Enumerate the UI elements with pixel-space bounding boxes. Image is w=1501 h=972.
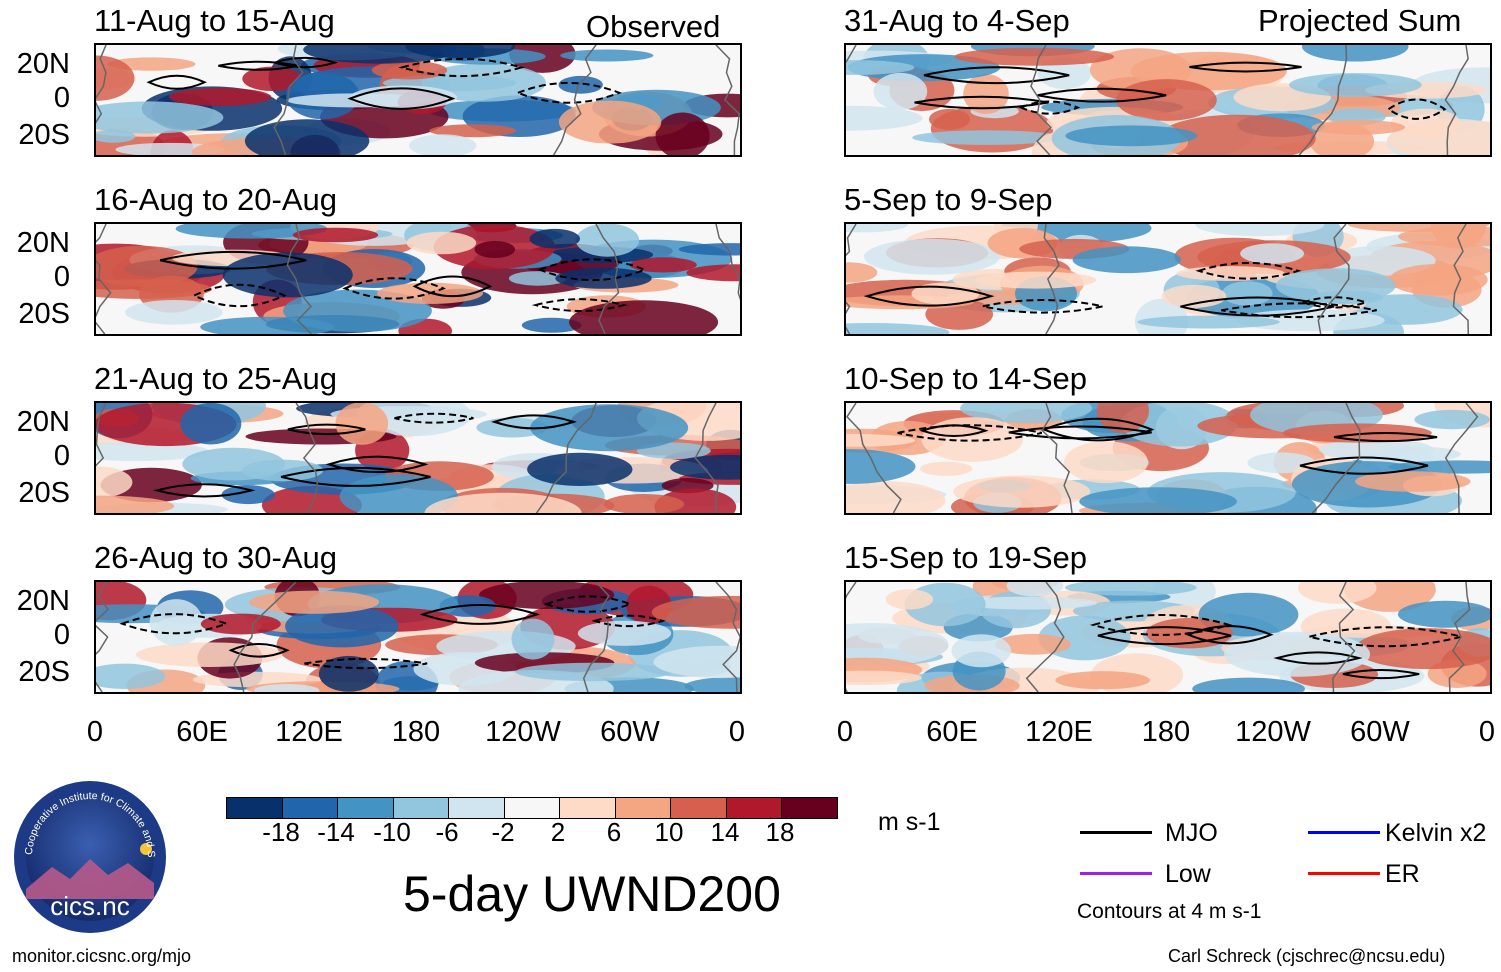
legend-line-kelvin: [1308, 831, 1380, 834]
legend-label-kelvin: Kelvin x2: [1385, 819, 1487, 847]
colorbar-label: 6: [606, 817, 622, 847]
colorbar-label: -18: [262, 817, 300, 847]
cics-logo: Cooperative Institute for Climate and Sa…: [9, 770, 168, 935]
map-panel-obs-1: [94, 43, 742, 157]
lat-label-eq: 0: [53, 619, 70, 651]
colorbar-swatch: [282, 798, 339, 818]
lon-label-120e: 120E: [1025, 716, 1093, 748]
legend-label-er: ER: [1385, 860, 1420, 888]
panel-title-proj-2: 5-Sep to 9-Sep: [844, 182, 1053, 217]
colorbar-label: -14: [317, 817, 355, 847]
legend-label-mjo: MJO: [1165, 819, 1218, 847]
lon-label-180: 180: [1141, 716, 1191, 748]
colorbar-label: -6: [435, 817, 459, 847]
map-panel-proj-2: [844, 222, 1492, 336]
lat-label-20s: 20S: [18, 656, 70, 688]
lon-label-120w: 120W: [1235, 716, 1311, 748]
lon-label-0: 0: [836, 716, 854, 748]
map-panel-obs-3: [94, 401, 742, 515]
colorbar-swatch: [227, 798, 283, 818]
lon-label-120e: 120E: [275, 716, 343, 748]
observed-label: Observed: [586, 9, 721, 44]
lon-label-60e: 60E: [926, 716, 978, 748]
legend-label-low: Low: [1165, 860, 1211, 888]
lat-label-20n: 20N: [16, 406, 70, 438]
lat-label-20s: 20S: [18, 298, 70, 330]
lat-label-eq: 0: [53, 440, 70, 472]
credit-author: Carl Schreck (cjschrec@ncsu.edu): [1168, 946, 1446, 966]
lon-label-0-end: 0: [1478, 716, 1496, 748]
projected-label: Projected Sum: [1258, 3, 1462, 38]
colorbar-swatch: [449, 798, 505, 818]
lat-label-20n: 20N: [16, 227, 70, 259]
colorbar-label: 18: [765, 817, 795, 847]
colorbar-swatch: [560, 798, 616, 818]
logo-text: cics.nc: [50, 891, 129, 921]
colorbar-label: 10: [654, 817, 684, 847]
lat-label-20n: 20N: [16, 585, 70, 617]
lon-label-60w: 60W: [1350, 716, 1410, 748]
colorbar-swatch: [393, 798, 450, 818]
map-panel-proj-1: [844, 43, 1492, 157]
legend-line-er: [1308, 872, 1380, 875]
panel-title-proj-3: 10-Sep to 14-Sep: [844, 361, 1088, 396]
map-panel-obs-2: [94, 222, 742, 336]
lon-label-60w: 60W: [600, 716, 660, 748]
colorbar-swatch: [504, 798, 561, 818]
panel-title-obs-2: 16-Aug to 20-Aug: [94, 182, 338, 217]
panel-title-obs-3: 21-Aug to 25-Aug: [94, 361, 338, 396]
lon-label-120w: 120W: [485, 716, 561, 748]
colorbar-swatch: [615, 798, 672, 818]
map-panel-proj-3: [844, 401, 1492, 515]
units-label: m s-1: [878, 808, 941, 836]
map-panel-obs-4: [94, 580, 742, 694]
lat-label-20s: 20S: [18, 119, 70, 151]
lat-label-eq: 0: [53, 261, 70, 293]
lat-label-20s: 20S: [18, 477, 70, 509]
lat-label-20n: 20N: [16, 48, 70, 80]
panel-title-proj-1: 31-Aug to 4-Sep: [844, 3, 1070, 38]
lon-label-180: 180: [391, 716, 441, 748]
lon-label-0-end: 0: [728, 716, 746, 748]
colorbar: [226, 797, 838, 819]
colorbar-swatch: [338, 798, 394, 818]
colorbar-swatch: [671, 798, 727, 818]
panel-title-obs-1: 11-Aug to 15-Aug: [94, 3, 335, 38]
lat-label-eq: 0: [53, 82, 70, 114]
colorbar-label: -10: [373, 817, 411, 847]
lon-label-60e: 60E: [176, 716, 228, 748]
colorbar-swatch: [782, 798, 838, 818]
colorbar-swatch: [726, 798, 783, 818]
colorbar-label: -2: [491, 817, 515, 847]
legend-line-low: [1080, 872, 1152, 875]
lon-label-0: 0: [86, 716, 104, 748]
contour-note: Contours at 4 m s-1: [1077, 900, 1262, 923]
figure-title: 5-day UWND200: [403, 866, 781, 922]
map-panel-proj-4: [844, 580, 1492, 694]
legend-line-mjo: [1080, 831, 1152, 834]
panel-title-proj-4: 15-Sep to 19-Sep: [844, 540, 1088, 575]
colorbar-label: 14: [710, 817, 740, 847]
colorbar-label: 2: [550, 817, 566, 847]
credit-url: monitor.cicsnc.org/mjo: [12, 946, 192, 966]
panel-title-obs-4: 26-Aug to 30-Aug: [94, 540, 338, 575]
